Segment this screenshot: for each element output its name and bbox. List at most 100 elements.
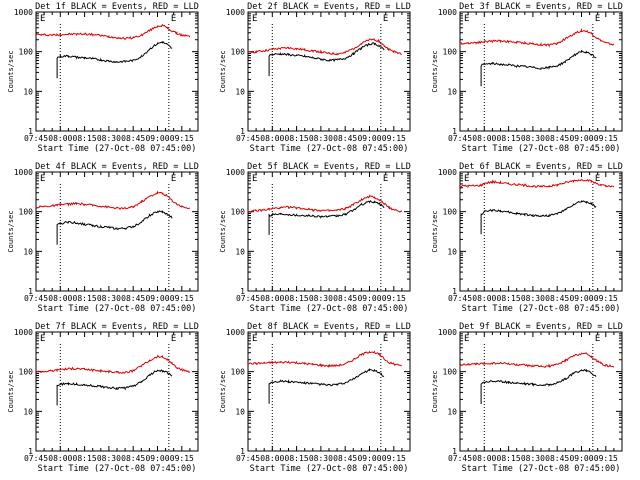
y-tick-label: 1 bbox=[240, 127, 245, 136]
x-tick-label: 08:00 bbox=[48, 454, 72, 463]
x-tick-label: 07:45 bbox=[448, 454, 472, 463]
plot-frame bbox=[247, 331, 411, 452]
x-tick-label: 08:15 bbox=[497, 294, 521, 303]
y-tick-label: 1 bbox=[452, 127, 457, 136]
panel-title: Det 4f BLACK = Events, RED = LLD bbox=[35, 162, 199, 172]
x-tick-label: 09:15 bbox=[594, 134, 618, 143]
panel-title: Det 8f BLACK = Events, RED = LLD bbox=[247, 322, 411, 332]
panel-title: Det 5f BLACK = Events, RED = LLD bbox=[247, 162, 411, 172]
x-axis-label: Start Time (27-Oct-08 07:45:00) bbox=[250, 144, 409, 154]
events-series-line bbox=[480, 368, 597, 405]
detector-panel: Det 4f BLACK = Events, RED = LLD 1 10 100 10… bbox=[7, 162, 199, 314]
flag-label: E bbox=[595, 174, 600, 184]
lld-series-line bbox=[459, 351, 615, 368]
x-tick-label: 08:00 bbox=[48, 294, 72, 303]
x-axis-label: Start Time (27-Oct-08 07:45:00) bbox=[462, 304, 621, 314]
y-tick-label: 10 bbox=[447, 87, 457, 96]
x-tick-label: 08:15 bbox=[73, 294, 97, 303]
x-tick-label: 09:00 bbox=[357, 134, 381, 143]
flag-label: E bbox=[464, 14, 469, 24]
plot-frame bbox=[459, 331, 623, 452]
x-tick-label: 09:00 bbox=[145, 294, 169, 303]
y-tick-label: 1000 bbox=[438, 168, 457, 177]
flag-label: E bbox=[383, 334, 388, 344]
x-tick-label: 09:15 bbox=[594, 294, 618, 303]
y-tick-label: 1000 bbox=[14, 168, 33, 177]
detector-panel: Det 7f BLACK = Events, RED = LLD 1 10 100 10… bbox=[7, 322, 199, 474]
y-tick-label: 1 bbox=[240, 287, 245, 296]
y-axis-label: Counts/sec bbox=[431, 210, 439, 252]
x-tick-label: 08:00 bbox=[260, 134, 284, 143]
lld-series-line bbox=[247, 350, 402, 368]
y-tick-label: 1000 bbox=[226, 328, 245, 337]
x-tick-label: 08:00 bbox=[48, 134, 72, 143]
lld-series-line bbox=[247, 194, 403, 213]
x-axis-label: Start Time (27-Oct-08 07:45:00) bbox=[462, 464, 621, 474]
x-tick-label: 08:45 bbox=[545, 454, 569, 463]
x-tick-label: 09:15 bbox=[170, 134, 194, 143]
detector-panel: Det 3f BLACK = Events, RED = LLD 1 10 100 10… bbox=[431, 2, 623, 154]
events-series-line bbox=[268, 42, 385, 77]
y-axis-label: Counts/sec bbox=[219, 50, 227, 92]
lld-series-line bbox=[248, 38, 402, 56]
y-tick-label: 100 bbox=[19, 368, 34, 377]
x-tick-label: 09:15 bbox=[170, 294, 194, 303]
flag-label: E bbox=[252, 174, 257, 184]
y-tick-label: 10 bbox=[447, 407, 457, 416]
x-tick-label: 08:30 bbox=[97, 454, 121, 463]
y-axis-label: Counts/sec bbox=[219, 370, 227, 412]
x-tick-label: 09:00 bbox=[357, 454, 381, 463]
flag-label: E bbox=[383, 174, 388, 184]
x-tick-label: 08:15 bbox=[497, 454, 521, 463]
x-tick-label: 09:15 bbox=[594, 454, 618, 463]
x-tick-label: 07:45 bbox=[448, 134, 472, 143]
x-tick-label: 09:00 bbox=[569, 134, 593, 143]
events-series-line bbox=[480, 49, 597, 87]
x-tick-label: 08:15 bbox=[73, 454, 97, 463]
panel-title: Det 1f BLACK = Events, RED = LLD bbox=[35, 2, 199, 12]
x-tick-label: 08:45 bbox=[121, 294, 145, 303]
flag-label: E bbox=[40, 174, 45, 184]
events-series-line bbox=[268, 368, 385, 404]
y-axis-label: Counts/sec bbox=[7, 50, 15, 92]
x-tick-label: 08:15 bbox=[285, 294, 309, 303]
y-tick-label: 1000 bbox=[438, 8, 457, 17]
y-tick-label: 1 bbox=[452, 447, 457, 456]
x-tick-label: 08:45 bbox=[333, 134, 357, 143]
events-series-line bbox=[480, 200, 597, 235]
x-axis-label: Start Time (27-Oct-08 07:45:00) bbox=[250, 464, 409, 474]
events-series-line bbox=[56, 210, 173, 245]
x-tick-label: 07:45 bbox=[24, 134, 48, 143]
x-tick-label: 08:30 bbox=[521, 134, 545, 143]
y-tick-label: 100 bbox=[443, 208, 458, 217]
x-tick-label: 08:00 bbox=[472, 294, 496, 303]
flag-label: E bbox=[171, 334, 176, 344]
x-tick-label: 08:15 bbox=[497, 134, 521, 143]
x-tick-label: 09:15 bbox=[382, 294, 406, 303]
plot-frame bbox=[459, 171, 623, 292]
plot-frame bbox=[459, 11, 623, 132]
x-tick-label: 08:45 bbox=[545, 134, 569, 143]
x-tick-label: 08:45 bbox=[333, 294, 357, 303]
x-tick-label: 09:15 bbox=[382, 454, 406, 463]
x-tick-label: 08:45 bbox=[121, 454, 145, 463]
x-tick-label: 08:00 bbox=[260, 294, 284, 303]
panel-title: Det 9f BLACK = Events, RED = LLD bbox=[459, 322, 623, 332]
lld-series-line bbox=[459, 27, 615, 48]
flag-label: E bbox=[464, 334, 469, 344]
flag-label: E bbox=[40, 14, 45, 24]
y-tick-label: 1000 bbox=[226, 168, 245, 177]
plot-frame bbox=[35, 171, 199, 292]
plot-frame bbox=[247, 171, 411, 292]
x-tick-label: 08:15 bbox=[285, 134, 309, 143]
x-axis-label: Start Time (27-Oct-08 07:45:00) bbox=[38, 144, 197, 154]
x-tick-label: 08:15 bbox=[285, 454, 309, 463]
x-axis-label: Start Time (27-Oct-08 07:45:00) bbox=[462, 144, 621, 154]
y-axis-label: Counts/sec bbox=[7, 210, 15, 252]
x-tick-label: 09:00 bbox=[569, 294, 593, 303]
y-tick-label: 10 bbox=[23, 87, 33, 96]
y-tick-label: 100 bbox=[231, 208, 246, 217]
y-tick-label: 100 bbox=[19, 48, 34, 57]
flag-label: E bbox=[171, 174, 176, 184]
x-tick-label: 09:00 bbox=[357, 294, 381, 303]
